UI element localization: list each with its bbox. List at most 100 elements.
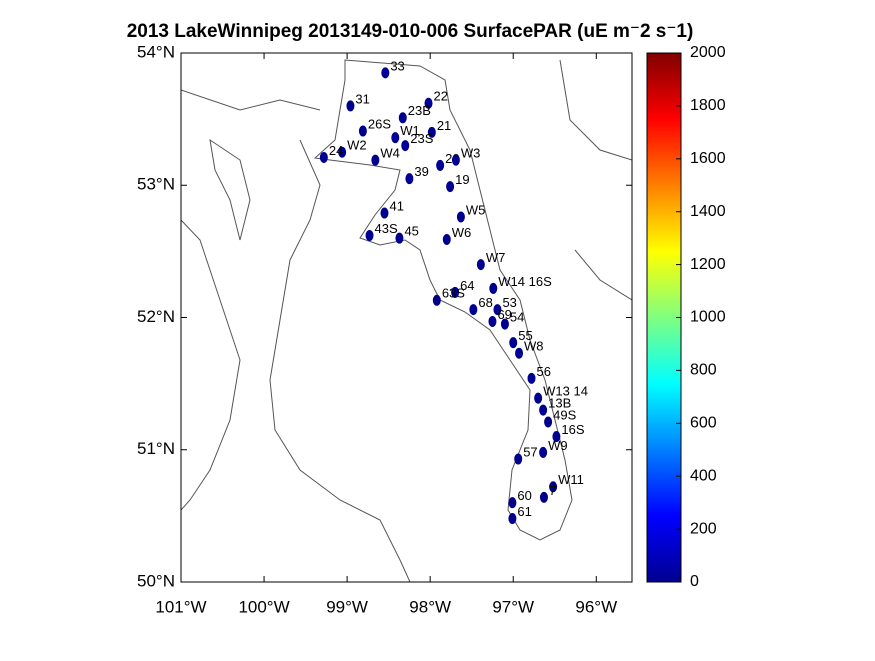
station-label: 31 bbox=[355, 91, 369, 106]
station-marker bbox=[446, 181, 455, 193]
station-marker bbox=[515, 347, 524, 359]
station-marker bbox=[338, 146, 347, 158]
station-marker bbox=[476, 259, 485, 271]
station-marker bbox=[509, 337, 518, 349]
station-marker bbox=[549, 481, 558, 493]
colorbar-tick-label: 800 bbox=[690, 362, 717, 379]
y-tick-label: 54°N bbox=[137, 42, 175, 61]
station-label: 60 bbox=[517, 488, 531, 503]
station-marker bbox=[493, 304, 502, 316]
station-label: 39 bbox=[414, 164, 428, 179]
station-marker bbox=[514, 453, 523, 465]
y-tick-label: 52°N bbox=[137, 307, 175, 326]
station-label: 23S bbox=[410, 131, 433, 146]
station-label: W8 bbox=[524, 339, 544, 354]
station-label: W2 bbox=[347, 138, 367, 153]
station-marker bbox=[319, 151, 328, 163]
station-marker bbox=[358, 125, 367, 137]
station-marker bbox=[488, 315, 497, 327]
station-label: 69 bbox=[497, 307, 511, 322]
station-label: 68 bbox=[478, 295, 492, 310]
station-marker bbox=[371, 154, 380, 166]
station-label: 64 bbox=[460, 278, 474, 293]
station-label: W7 bbox=[486, 250, 506, 265]
colorbar-tick-label: 200 bbox=[690, 520, 717, 537]
station-marker bbox=[544, 416, 553, 428]
station-label: 22 bbox=[434, 89, 448, 104]
x-tick-label: 97°W bbox=[492, 597, 534, 616]
station-marker bbox=[427, 126, 436, 138]
station-marker bbox=[534, 392, 543, 404]
station-marker bbox=[442, 233, 451, 245]
x-tick-label: 101°W bbox=[155, 597, 206, 616]
station-marker bbox=[401, 140, 410, 152]
station-label: 23B bbox=[408, 103, 431, 118]
station-marker bbox=[405, 173, 414, 185]
station-marker bbox=[539, 446, 548, 458]
colorbar-tick-label: 600 bbox=[690, 415, 717, 432]
station-label: 57 bbox=[523, 444, 537, 459]
colorbar-tick-label: 1400 bbox=[690, 203, 726, 220]
station-marker bbox=[527, 372, 536, 384]
station-label: 7 bbox=[549, 483, 556, 498]
station-marker bbox=[380, 207, 389, 219]
station-marker bbox=[469, 304, 478, 316]
station-marker bbox=[539, 491, 548, 503]
station-label: W3 bbox=[461, 146, 481, 161]
y-tick-label: 51°N bbox=[137, 439, 175, 458]
station-label: 54 bbox=[510, 310, 524, 325]
station-marker bbox=[489, 282, 498, 294]
colorbar-tick-label: 1800 bbox=[690, 97, 726, 114]
station-label: 41 bbox=[389, 198, 403, 213]
y-tick-label: 50°N bbox=[137, 571, 175, 590]
station-marker bbox=[398, 112, 407, 124]
x-tick-label: 99°W bbox=[326, 597, 368, 616]
colorbar-tick-label: 1600 bbox=[690, 150, 726, 167]
station-marker bbox=[381, 67, 390, 79]
chart-title: 2013 LakeWinnipeg 2013149-010-006 Surfac… bbox=[127, 21, 694, 42]
colorbar-tick-label: 400 bbox=[690, 467, 717, 484]
station-marker bbox=[539, 404, 548, 416]
station-label: 56 bbox=[537, 364, 551, 379]
station-label: W5 bbox=[466, 202, 486, 217]
station-label: 49S bbox=[553, 407, 576, 422]
x-tick-label: 98°W bbox=[409, 597, 451, 616]
colorbar bbox=[646, 52, 682, 583]
x-tick-label: 96°W bbox=[575, 597, 617, 616]
colorbar-tick-label: 1200 bbox=[690, 256, 726, 273]
station-label: 26S bbox=[368, 116, 391, 131]
station-label: W1 bbox=[400, 123, 420, 138]
station-label: 33 bbox=[390, 58, 404, 73]
station-label: 55 bbox=[518, 328, 532, 343]
station-marker bbox=[552, 431, 561, 443]
station-label: 43S bbox=[375, 221, 398, 236]
station-label: W9 bbox=[548, 438, 568, 453]
x-tick-label: 100°W bbox=[238, 597, 289, 616]
coastline bbox=[181, 59, 632, 582]
station-marker bbox=[432, 294, 441, 306]
colorbar-tick-label: 2000 bbox=[690, 44, 726, 61]
station-label: 21 bbox=[437, 118, 451, 133]
station-label: 53 bbox=[502, 295, 516, 310]
station-marker bbox=[500, 318, 509, 330]
station-label: 16S bbox=[561, 422, 584, 437]
station-marker bbox=[391, 132, 400, 144]
station-marker bbox=[451, 286, 460, 298]
y-tick-label: 53°N bbox=[137, 175, 175, 194]
colorbar-tick-label: 0 bbox=[690, 573, 699, 590]
station-label: 13B bbox=[548, 396, 571, 411]
station-label: 45 bbox=[404, 224, 418, 239]
station-label: W4 bbox=[380, 146, 400, 161]
colorbar-tick-label: 1000 bbox=[690, 309, 726, 326]
station-label: W13 14 bbox=[543, 384, 588, 399]
station-marker bbox=[424, 97, 433, 109]
station-marker bbox=[436, 159, 445, 171]
station-marker bbox=[456, 211, 465, 223]
station-label: 24 bbox=[329, 143, 343, 158]
station-label: W6 bbox=[452, 225, 472, 240]
station-marker bbox=[395, 232, 404, 244]
station-label: W11 bbox=[558, 472, 584, 487]
station-label: 61 bbox=[517, 504, 531, 519]
station-label: 19 bbox=[455, 172, 469, 187]
